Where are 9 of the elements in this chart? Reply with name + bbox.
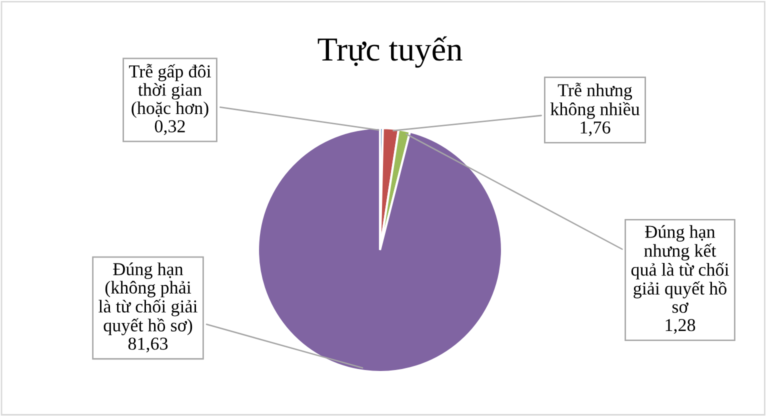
slice-label: Đúng hạn (không phải là từ chối giải quyết hồ sơ) xyxy=(98,262,198,336)
chart-title: Trực tuyến xyxy=(318,36,462,68)
data-label: 0,32 xyxy=(154,120,185,135)
data-label: 81,63 xyxy=(128,338,168,352)
slice-label: Trễ gấp đôi thời gian (hoặc hơn) xyxy=(129,64,211,118)
slice-label: Đúng hạn nhưng kết quả là từ chối giải quyết hồ sơ xyxy=(631,225,729,313)
data-label: 1,28 xyxy=(666,318,696,334)
slice-label: Trễ nhưng không nhiều xyxy=(550,82,640,119)
data-label: 1,76 xyxy=(580,121,610,136)
